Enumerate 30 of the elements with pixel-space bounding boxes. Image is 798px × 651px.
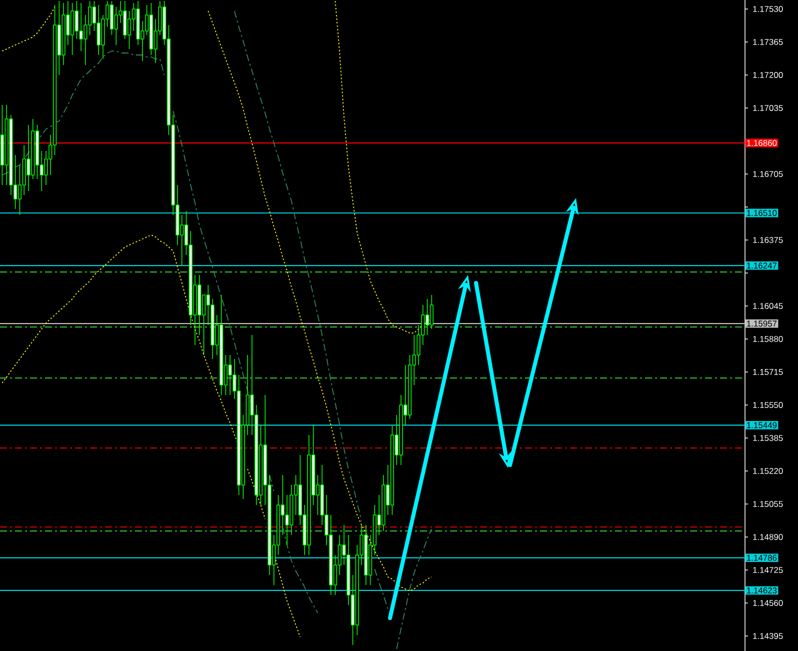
y-tick-label: 1.16705 — [753, 171, 783, 177]
candlestick — [110, 0, 114, 36]
y-tick-label: 1.15550 — [753, 402, 783, 408]
y-tick-label: 1.17365 — [753, 39, 783, 45]
candlestick — [26, 124, 30, 192]
y-tick-label: 1.15055 — [753, 501, 783, 507]
y-tick-label: 1.17035 — [753, 105, 783, 111]
ref-line-label: 1.14623 — [747, 587, 777, 594]
y-tick-label: 1.15385 — [753, 435, 783, 441]
candlestick — [127, 10, 132, 50]
y-tick-label: 1.15220 — [753, 468, 783, 474]
candlestick — [425, 298, 430, 336]
ref-line-label: 1.16510 — [747, 210, 777, 216]
y-tick-label: 1.17530 — [753, 6, 783, 12]
y-tick-label: 1.16375 — [753, 237, 783, 243]
ref-line-label: 1.16247 — [747, 262, 777, 269]
y-tick-label: 1.17200 — [753, 72, 783, 78]
ref-line-label: 1.16860 — [747, 140, 777, 146]
y-tick-label: 1.14890 — [753, 534, 783, 540]
candlestick — [285, 494, 289, 546]
ref-line-label: 1.14786 — [747, 554, 777, 561]
candlestick — [430, 294, 434, 330]
y-tick-label: 1.15880 — [753, 336, 783, 342]
y-tick-label: 1.16045 — [753, 303, 783, 309]
y-tick-label: 1.14395 — [753, 633, 783, 639]
ref-line-label: 1.15957 — [747, 320, 777, 327]
y-tick-label: 1.15715 — [753, 369, 783, 375]
y-tick-label: 1.14725 — [753, 567, 783, 573]
y-tick-label: 1.14560 — [753, 600, 783, 606]
ref-line-label: 1.15449 — [747, 422, 777, 428]
